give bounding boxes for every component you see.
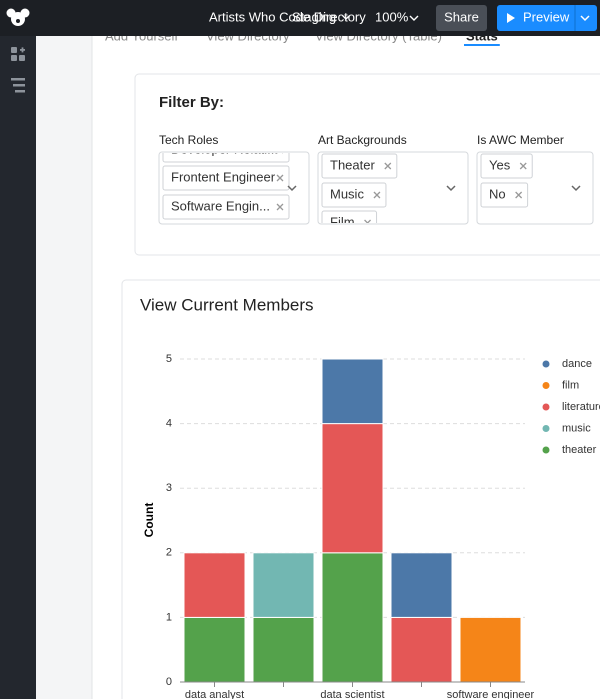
filter-label: Is AWC Member (477, 133, 564, 147)
y-tick-label: 0 (166, 676, 172, 688)
chevron[interactable] (446, 185, 456, 192)
tab-underline (464, 44, 500, 46)
zoom[interactable]: 100% (375, 9, 409, 24)
tag-remove[interactable] (384, 162, 392, 170)
tag (321, 182, 387, 208)
legend-swatch (542, 360, 550, 368)
y-tick-label: 5 (166, 353, 172, 365)
tag (321, 210, 378, 223)
tag (162, 153, 290, 163)
bar-segment (459, 616, 522, 683)
bar-segment (321, 423, 384, 554)
bar-segment (390, 616, 453, 683)
legend-label: literature (562, 401, 600, 413)
tag-remove[interactable] (519, 162, 527, 170)
tag-text: No (489, 186, 506, 201)
y-tick-label: 2 (166, 547, 172, 559)
chevron[interactable] (287, 185, 297, 192)
zoom-chevron[interactable] (409, 15, 419, 21)
tag-list: Yes No (480, 153, 533, 208)
legend-label: film (562, 379, 579, 391)
sidebar (0, 0, 36, 699)
tag-list: Theater Music Film (321, 153, 398, 229)
preview-chevron[interactable] (580, 15, 590, 22)
legend-swatch (542, 446, 550, 454)
env-chevron[interactable] (342, 15, 350, 20)
y-tick-label: 4 (166, 418, 172, 430)
x-tick-label: software engineer (447, 689, 535, 699)
bar-segment (321, 552, 384, 683)
tag-text: Film (330, 214, 355, 229)
legend-swatch (542, 403, 550, 411)
env-select[interactable]: Staging (292, 9, 336, 24)
bar-segment (183, 552, 246, 618)
tag-remove[interactable] (276, 203, 284, 211)
x-tick-label: data analyst (185, 689, 244, 699)
tag-remove[interactable] (276, 174, 284, 182)
filter-title: Filter By: (159, 94, 224, 111)
bar-segment (390, 552, 453, 618)
preview-label[interactable]: Preview (523, 9, 570, 24)
tag (480, 182, 529, 208)
tag-text: Theater (330, 157, 375, 172)
tag (162, 165, 290, 191)
bar-segment (321, 358, 384, 425)
share-label[interactable]: Share (444, 9, 479, 24)
app-title[interactable]: Artists Who Code Directory (209, 9, 366, 24)
legend-swatch (542, 382, 550, 389)
tag (480, 153, 533, 179)
y-tick-label: 1 (166, 611, 172, 623)
filter-label: Tech Roles (159, 133, 218, 147)
share-button[interactable] (436, 5, 487, 31)
tag-text: Yes (489, 157, 511, 172)
tag-text: Developer Relati... (171, 141, 278, 156)
tag-text: Music (330, 186, 364, 201)
bar-segment (252, 616, 315, 683)
chart-title: View Current Members (140, 295, 314, 314)
preview-button[interactable] (497, 5, 597, 31)
tag-remove[interactable] (515, 191, 523, 199)
y-axis-label: Count (142, 503, 156, 538)
legend-label: theater (562, 444, 597, 456)
sidebar-icons[interactable] (11, 47, 25, 93)
tag (321, 153, 398, 179)
x-tick-label: data scientist (320, 689, 384, 699)
side-strip (36, 36, 92, 699)
chevron[interactable] (571, 185, 581, 192)
legend-swatch (542, 425, 550, 432)
tag-remove[interactable] (373, 191, 381, 199)
logo[interactable] (6, 8, 30, 27)
tag-text: Software Engin... (171, 198, 270, 213)
tag-list: Developer Relati... Frontent Engineer Soft… (162, 141, 290, 220)
tag-remove[interactable] (364, 219, 372, 226)
bar-segment (252, 552, 315, 618)
bar-segment (183, 616, 246, 683)
play-icon[interactable] (507, 13, 515, 23)
legend-label: dance (562, 358, 592, 370)
top-bar: Artists Who Code Directory Staging 100% … (0, 0, 600, 36)
legend-label: music (562, 422, 591, 434)
y-tick-label: 3 (166, 482, 172, 494)
filter-label: Art Backgrounds (318, 133, 407, 147)
tag-text: Frontent Engineer (171, 169, 276, 184)
tag (162, 194, 290, 220)
